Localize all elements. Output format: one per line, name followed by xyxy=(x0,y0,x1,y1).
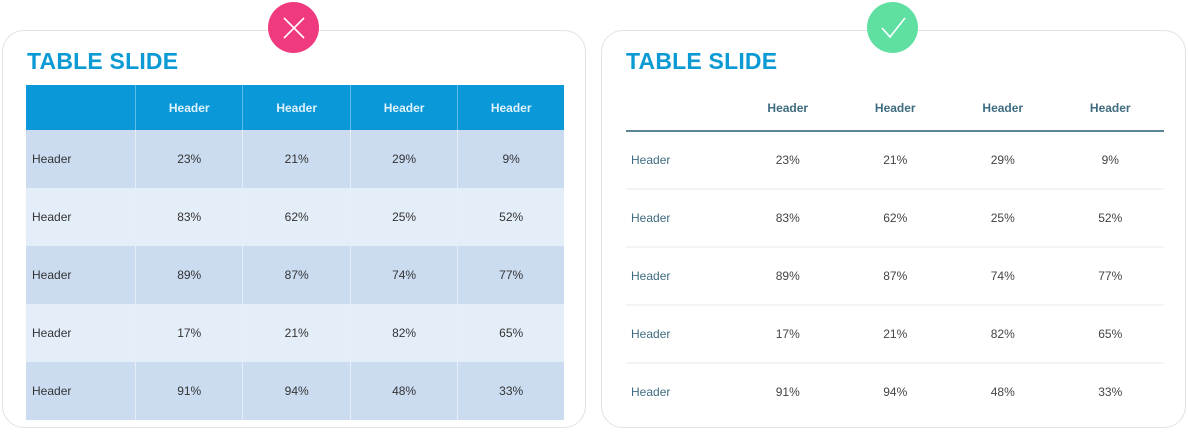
header-row: Header Header Header Header xyxy=(26,85,564,130)
cell: 25% xyxy=(349,188,458,246)
row-header: Header xyxy=(626,305,734,364)
cell: 48% xyxy=(349,362,458,420)
bad-table: Header Header Header Header Header 23% 2… xyxy=(26,85,564,420)
column-header: Header xyxy=(949,85,1057,132)
cell: 74% xyxy=(949,247,1057,306)
correct-badge xyxy=(867,2,918,53)
header-row: Header Header Header Header xyxy=(626,85,1164,132)
check-icon xyxy=(880,17,906,38)
row-header: Header xyxy=(26,362,136,420)
table-row: Header 17% 21% 82% 65% xyxy=(26,304,564,362)
cell: 29% xyxy=(949,131,1057,190)
cell: 21% xyxy=(841,305,949,364)
cell: 83% xyxy=(134,188,243,246)
cell: 62% xyxy=(242,188,351,246)
table-row: Header 83% 62% 25% 52% xyxy=(626,189,1164,248)
row-header: Header xyxy=(626,131,734,190)
cross-icon xyxy=(282,16,305,39)
column-header: Header xyxy=(349,85,458,130)
column-header: Header xyxy=(134,85,243,130)
cell: 33% xyxy=(1098,385,1123,399)
table-row: Header 17% 21% 82% 65% xyxy=(626,305,1164,364)
row-header: Header xyxy=(626,247,734,306)
column-header: Header xyxy=(457,85,564,130)
column-header: Header xyxy=(734,85,842,132)
corner-cell xyxy=(626,85,734,132)
table-row: Header 89% 87% 74% 77% xyxy=(26,246,564,304)
cell: 74% xyxy=(349,246,458,304)
incorrect-badge xyxy=(268,2,319,53)
cell: 87% xyxy=(242,246,351,304)
cell: 83% xyxy=(734,189,842,248)
table-row: Header 23% 21% 29% 9% xyxy=(626,131,1164,190)
column-header: Header xyxy=(1056,85,1164,132)
row-header: Header xyxy=(26,188,136,246)
cell: 29% xyxy=(349,130,458,188)
table-row: Header 23% 21% 29% 9% xyxy=(26,130,564,188)
row-header: Header xyxy=(26,304,136,362)
column-header: Header xyxy=(841,85,949,132)
cell: 89% xyxy=(134,246,243,304)
bad-slide-title: TABLE SLIDE xyxy=(27,48,179,74)
cell: 17% xyxy=(134,304,243,362)
cell: 25% xyxy=(949,189,1057,248)
cell: 94% xyxy=(883,385,908,399)
table-row: Header 89% 87% 74% 77% xyxy=(626,247,1164,306)
cell: 17% xyxy=(734,305,842,364)
cell: 48% xyxy=(990,385,1015,399)
cell: 82% xyxy=(949,305,1057,364)
cell: 77% xyxy=(457,246,564,304)
good-slide-title: TABLE SLIDE xyxy=(626,48,778,74)
cell: 65% xyxy=(1056,305,1164,364)
cell: 52% xyxy=(457,188,564,246)
column-header: Header xyxy=(242,85,351,130)
cell: 94% xyxy=(242,362,351,420)
good-table: Header Header Header Header Header 23% 2… xyxy=(626,85,1164,420)
cell: 21% xyxy=(242,304,351,362)
cell: 21% xyxy=(841,131,949,190)
cell: 9% xyxy=(1056,131,1164,190)
row-header: Header xyxy=(26,246,136,304)
cell: 91% xyxy=(775,385,800,399)
cell: 52% xyxy=(1056,189,1164,248)
cell: 87% xyxy=(841,247,949,306)
table-row: Header 91% 94% 48% 33% xyxy=(626,363,1164,420)
row-header: Header xyxy=(631,385,671,399)
cell: 77% xyxy=(1056,247,1164,306)
corner-cell xyxy=(26,85,136,130)
cell: 91% xyxy=(134,362,243,420)
row-header: Header xyxy=(26,130,136,188)
cell: 62% xyxy=(841,189,949,248)
cell: 65% xyxy=(457,304,564,362)
cell: 82% xyxy=(349,304,458,362)
row-header: Header xyxy=(626,189,734,248)
cell: 9% xyxy=(457,130,564,188)
table-row: Header 91% 94% 48% 33% xyxy=(26,362,564,420)
cell: 89% xyxy=(734,247,842,306)
cell: 21% xyxy=(242,130,351,188)
cell: 33% xyxy=(457,362,564,420)
cell: 23% xyxy=(734,131,842,190)
cell: 23% xyxy=(134,130,243,188)
table-row: Header 83% 62% 25% 52% xyxy=(26,188,564,246)
